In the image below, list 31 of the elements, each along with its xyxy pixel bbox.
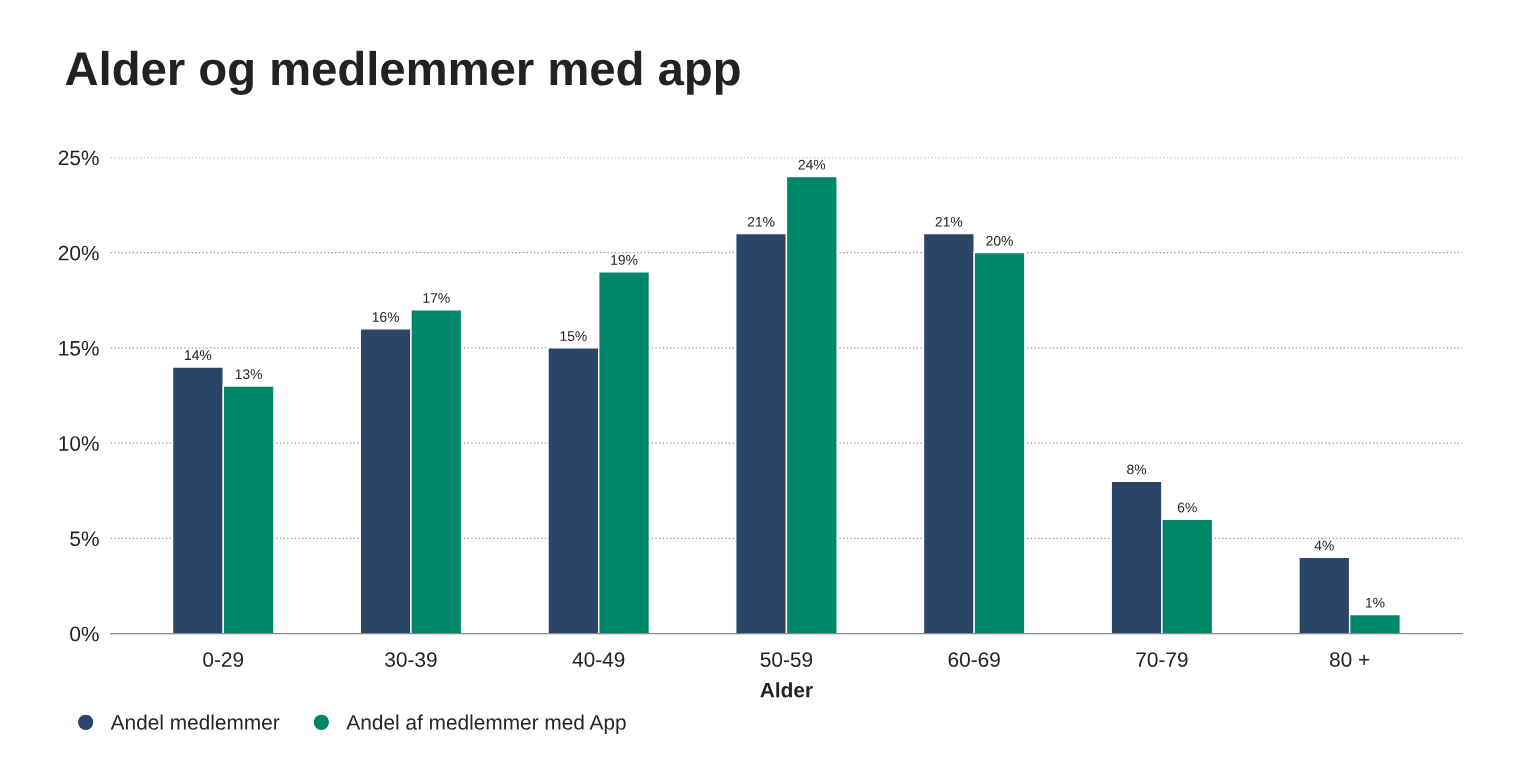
data-label: 8% xyxy=(1127,464,1147,475)
x-tick-label: 70-79 xyxy=(1136,652,1188,667)
data-label: 15% xyxy=(560,331,587,341)
data-label: 13% xyxy=(235,369,262,380)
x-tick-label: 30-39 xyxy=(385,652,437,667)
data-label: 6% xyxy=(1177,502,1197,513)
x-tick-label: 50-59 xyxy=(760,652,813,667)
y-tick-label: 5% xyxy=(70,531,99,547)
data-label: 14% xyxy=(185,350,212,360)
x-axis-title: Alder xyxy=(760,682,813,698)
data-label: 21% xyxy=(747,216,775,227)
data-label: 20% xyxy=(986,235,1013,246)
y-tick-label: 25% xyxy=(58,150,99,166)
legend-label: Andel af medlemmer med App xyxy=(346,714,626,734)
x-tick-label: 80 + xyxy=(1329,652,1370,667)
data-label: 21% xyxy=(935,216,963,227)
data-label: 19% xyxy=(611,254,638,265)
data-label: 4% xyxy=(1314,540,1334,551)
data-label: 17% xyxy=(423,293,450,303)
y-tick-label: 15% xyxy=(59,341,99,356)
x-tick-label: 0-29 xyxy=(203,652,244,667)
chart-title: Alder og medlemmer med app xyxy=(65,50,740,96)
data-label: 24% xyxy=(798,159,826,170)
y-tick-label: 10% xyxy=(59,436,99,451)
data-label: 1% xyxy=(1366,597,1385,608)
y-tick-label: 0% xyxy=(70,626,99,642)
x-tick-label: 40-49 xyxy=(572,652,625,667)
x-tick-label: 60-69 xyxy=(948,652,1000,667)
legend-label: Andel medlemmer xyxy=(110,714,280,730)
y-tick-label: 20% xyxy=(58,245,99,261)
data-label: 16% xyxy=(372,312,400,322)
